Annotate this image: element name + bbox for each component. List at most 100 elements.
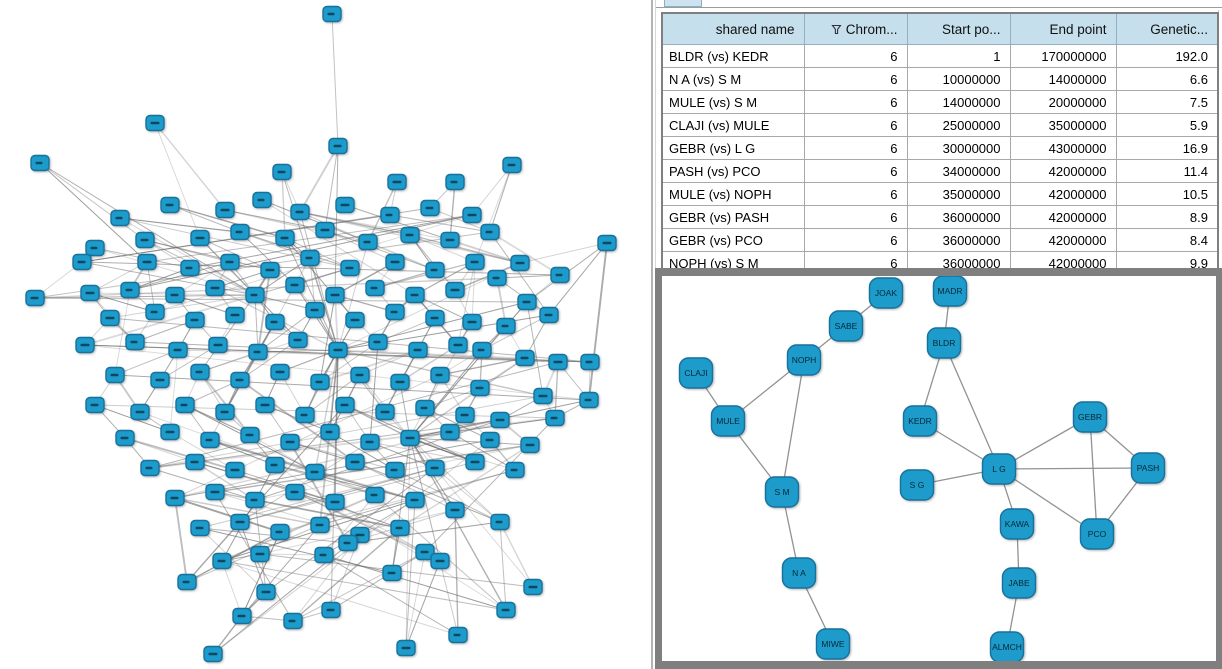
node-jabe[interactable]: JABE xyxy=(1001,567,1037,599)
main-network-node[interactable] xyxy=(30,154,50,172)
main-network-node[interactable] xyxy=(270,363,290,381)
node-s-g[interactable]: S G xyxy=(899,469,935,501)
main-network-node[interactable] xyxy=(215,403,235,421)
main-network-node[interactable] xyxy=(550,266,570,284)
main-network-node[interactable] xyxy=(320,423,340,441)
main-network-node[interactable] xyxy=(328,341,348,359)
main-network-node[interactable] xyxy=(300,249,320,267)
main-network-node[interactable] xyxy=(255,396,275,414)
main-network-node[interactable] xyxy=(105,366,125,384)
main-network-node[interactable] xyxy=(505,461,525,479)
main-network-node[interactable] xyxy=(165,489,185,507)
main-network-node[interactable] xyxy=(190,519,210,537)
main-network-node[interactable] xyxy=(390,519,410,537)
main-network-node[interactable] xyxy=(180,259,200,277)
main-network-node[interactable] xyxy=(487,269,507,287)
main-network-node[interactable] xyxy=(445,173,465,191)
main-network-node[interactable] xyxy=(160,196,180,214)
main-network-node[interactable] xyxy=(400,226,420,244)
main-network-node[interactable] xyxy=(425,261,445,279)
main-network-node[interactable] xyxy=(177,573,197,591)
main-network-node[interactable] xyxy=(335,396,355,414)
main-network-node[interactable] xyxy=(272,163,292,181)
main-network-node[interactable] xyxy=(120,281,140,299)
main-network-node[interactable] xyxy=(245,491,265,509)
main-network-node[interactable] xyxy=(539,306,559,324)
main-network-node[interactable] xyxy=(175,396,195,414)
main-network-node[interactable] xyxy=(415,399,435,417)
main-network-node[interactable] xyxy=(380,206,400,224)
main-network-node[interactable] xyxy=(445,281,465,299)
main-network-node[interactable] xyxy=(230,513,250,531)
main-network-node[interactable] xyxy=(465,453,485,471)
node-bldr[interactable]: BLDR xyxy=(926,327,962,359)
node-claji[interactable]: CLAJI xyxy=(678,357,714,389)
table-row[interactable]: PASH (vs) PCO 6 34000000 42000000 11.4 xyxy=(661,159,1219,183)
main-network-node[interactable] xyxy=(248,343,268,361)
main-network-node[interactable] xyxy=(385,303,405,321)
main-network-node[interactable] xyxy=(205,279,225,297)
main-network-node[interactable] xyxy=(288,331,308,349)
main-network-node[interactable] xyxy=(305,463,325,481)
main-network-node[interactable] xyxy=(100,309,120,327)
column-header-shared-name[interactable]: shared name xyxy=(661,12,805,45)
main-network-node[interactable] xyxy=(358,233,378,251)
main-network-node[interactable] xyxy=(160,423,180,441)
main-network-canvas[interactable] xyxy=(0,0,651,669)
main-network-node[interactable] xyxy=(150,371,170,389)
main-network-node[interactable] xyxy=(405,491,425,509)
main-network-node[interactable] xyxy=(260,261,280,279)
main-network-node[interactable] xyxy=(365,279,385,297)
main-network-node[interactable] xyxy=(445,501,465,519)
main-network-node[interactable] xyxy=(185,311,205,329)
main-network-node[interactable] xyxy=(208,336,228,354)
main-network-node[interactable] xyxy=(125,333,145,351)
main-network-node[interactable] xyxy=(270,523,290,541)
main-network-node[interactable] xyxy=(225,306,245,324)
table-row[interactable]: CLAJI (vs) MULE 6 25000000 35000000 5.9 xyxy=(661,113,1219,137)
main-network-node[interactable] xyxy=(455,406,475,424)
table-row[interactable]: BLDR (vs) KEDR 6 1 170000000 192.0 xyxy=(661,44,1219,68)
main-network-node[interactable] xyxy=(265,456,285,474)
main-network-node[interactable] xyxy=(328,137,348,155)
main-network-node[interactable] xyxy=(310,373,330,391)
main-network-node[interactable] xyxy=(200,431,220,449)
node-pash[interactable]: PASH xyxy=(1130,452,1166,484)
main-network-node[interactable] xyxy=(462,206,482,224)
main-network-node[interactable] xyxy=(190,363,210,381)
main-network-node[interactable] xyxy=(232,607,252,625)
main-network-node[interactable] xyxy=(462,313,482,331)
table-row[interactable]: GEBR (vs) PASH 6 36000000 42000000 8.9 xyxy=(661,205,1219,229)
main-network-node[interactable] xyxy=(510,254,530,272)
main-network-node[interactable] xyxy=(137,253,157,271)
main-network-node[interactable] xyxy=(382,564,402,582)
node-madr[interactable]: MADR xyxy=(932,276,968,307)
main-network-node[interactable] xyxy=(523,578,543,596)
main-network-node[interactable] xyxy=(335,196,355,214)
main-network-node[interactable] xyxy=(345,311,365,329)
main-network-node[interactable] xyxy=(579,391,599,409)
table-row[interactable]: GEBR (vs) L G 6 30000000 43000000 16.9 xyxy=(661,136,1219,160)
main-network-node[interactable] xyxy=(533,387,553,405)
main-network-node[interactable] xyxy=(168,341,188,359)
main-network-node[interactable] xyxy=(75,336,95,354)
main-network-node[interactable] xyxy=(490,411,510,429)
main-network-node[interactable] xyxy=(465,253,485,271)
main-network-node[interactable] xyxy=(480,431,500,449)
main-network-node[interactable] xyxy=(440,423,460,441)
main-network-node[interactable] xyxy=(365,486,385,504)
node-l-g[interactable]: L G xyxy=(981,453,1017,485)
main-network-node[interactable] xyxy=(390,373,410,391)
main-network-node[interactable] xyxy=(502,156,522,174)
main-network-node[interactable] xyxy=(130,403,150,421)
main-network-node[interactable] xyxy=(385,461,405,479)
main-network-node[interactable] xyxy=(212,552,232,570)
table-panel-tab[interactable] xyxy=(664,0,702,7)
main-network-node[interactable] xyxy=(321,601,341,619)
node-gebr[interactable]: GEBR xyxy=(1072,401,1108,433)
main-network-node[interactable] xyxy=(190,229,210,247)
node-kawa[interactable]: KAWA xyxy=(999,508,1035,540)
node-s-m[interactable]: S M xyxy=(764,476,800,508)
main-network-node[interactable] xyxy=(340,259,360,277)
